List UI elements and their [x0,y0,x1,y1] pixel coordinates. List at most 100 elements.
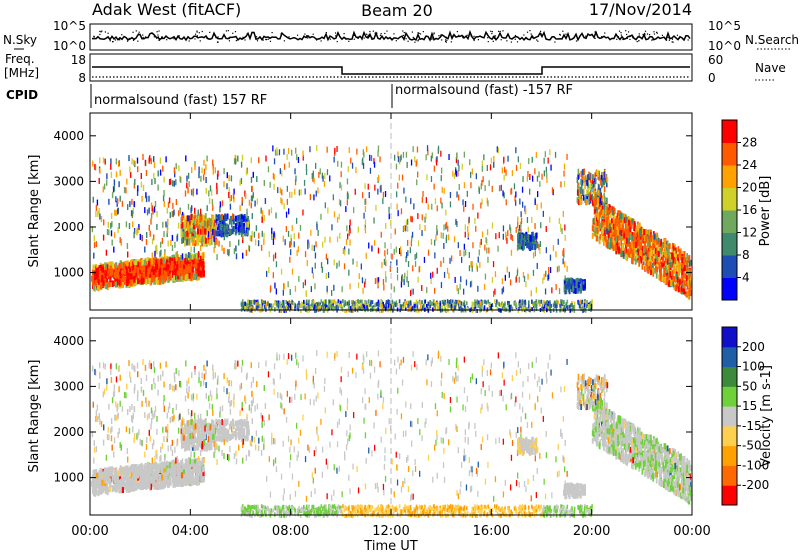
noise-left-label: N.Sky [3,33,37,47]
range-cell [175,199,178,205]
range-cell [668,280,670,287]
range-cell [228,228,231,235]
range-cell [223,181,225,188]
range-cell [287,230,290,237]
range-cell [294,168,296,175]
range-cell [616,212,619,219]
range-cell [454,300,457,305]
range-cell [177,262,180,269]
range-cell [606,181,608,188]
noise-dot [667,36,669,39]
range-cell [143,278,146,284]
range-cell [612,236,615,243]
range-cell [448,272,450,279]
noise-dot [412,36,414,38]
range-cell [336,304,339,309]
range-cell [657,250,660,257]
noise-dot [384,32,386,35]
range-cell [416,146,419,153]
range-cell [670,274,673,280]
range-cell [566,265,568,272]
range-cell [464,201,467,207]
range-cell [194,207,196,214]
range-cell [94,164,97,171]
range-cell [410,304,412,309]
range-cell [232,213,234,220]
range-cell [668,243,671,250]
range-cell [440,260,442,267]
range-cell [314,283,316,290]
range-cell [603,192,605,199]
range-cell [400,306,402,310]
range-cell [245,169,248,176]
range-cell [260,305,263,309]
range-cell [109,276,112,283]
range-cell [386,248,389,255]
range-cell [453,236,456,243]
colorbar-segment [722,120,737,143]
noise-dot [227,30,229,32]
range-cell [130,280,133,287]
range-cell [442,232,444,239]
range-cell [526,242,529,249]
noise-dot [196,35,199,37]
range-cell [656,250,659,257]
range-cell [117,265,120,272]
range-cell [272,145,274,152]
range-cell [334,305,336,310]
range-cell [424,225,426,231]
colorbar-tick-label: 24 [742,158,757,172]
range-cell [689,290,692,296]
range-cell [311,244,313,251]
range-cell [251,213,253,220]
range-cell [239,179,241,186]
range-cell [172,180,174,187]
noise-dot [499,32,501,35]
range-cell [474,308,477,313]
range-cell [251,185,253,192]
range-cell [97,267,100,274]
range-cell [303,299,305,304]
range-cell [417,276,419,283]
noise-dot [433,32,435,34]
range-cell [270,285,272,292]
range-cell [609,219,612,226]
range-cell [648,259,651,266]
range-cell [200,232,203,239]
range-cell [184,258,187,264]
range-cell [451,299,454,304]
range-cell [393,286,395,293]
range-cell [367,183,369,190]
range-cell [312,170,314,177]
noise-dot [444,39,447,41]
range-cell [132,265,136,272]
range-cell [317,306,320,311]
range-cell [152,208,154,215]
range-cell [628,238,630,245]
range-cell [399,303,402,308]
range-cell [524,308,527,313]
range-cell [471,265,473,272]
range-cell [357,304,359,308]
range-cell [247,221,249,228]
range-cell [604,230,606,237]
range-cell [529,174,531,180]
range-cell [161,237,164,244]
range-cell [267,301,269,306]
range-cell [217,230,220,237]
range-cell [463,250,465,257]
range-cell [505,231,507,238]
range-cell [556,266,559,273]
range-cell [99,213,101,220]
range-cell [621,218,624,225]
range-cell [296,249,298,256]
range-cell [381,303,383,308]
range-cell [519,224,521,231]
range-cell [362,303,364,308]
range-cell [255,225,258,232]
range-cell [446,299,449,304]
range-cell [521,186,524,193]
range-cell [560,304,563,309]
range-cell [416,301,419,306]
range-cell [517,308,520,313]
